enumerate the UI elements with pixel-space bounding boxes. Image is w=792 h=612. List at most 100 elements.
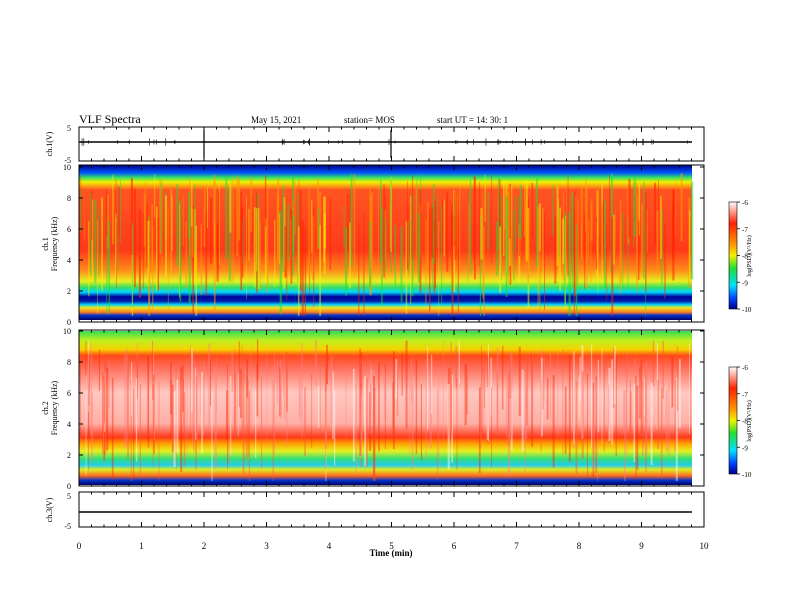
spectrogram-streak [277,178,280,259]
spectrogram-streak [467,226,469,283]
spectrogram-streak [674,181,676,238]
spectrogram-streak [176,379,179,454]
ch1-ytick-top: 5 [67,124,71,133]
ch1-voltage-panel: 5 -5 ch.1(V) [45,124,705,165]
spectrogram-streak [325,392,327,481]
spectrogram-streak [355,383,358,475]
spectrogram-streak [112,189,114,239]
spectrogram-streak [312,216,315,281]
spectrogram-streak [191,180,193,227]
spectrogram-streak [201,371,203,454]
spectrogram-streak [385,218,387,273]
spectrogram-streak [543,356,545,403]
spectrogram-streak [456,377,458,470]
spectrogram-streak [690,356,692,444]
spectrogram-streak [154,173,156,218]
spectrogram-streak [225,176,228,260]
spectrogram-streak [566,183,568,263]
spectrogram-streak [347,194,349,251]
spectrogram-streak [225,390,228,441]
spectrogram-streak [246,358,248,398]
ch1-ytick-bottom: -5 [64,156,71,165]
spectrogram-streak [447,368,450,435]
spectrogram-streak [282,185,285,272]
spectrogram-streak [419,189,422,294]
ch2-colorbar-gradient [728,366,738,475]
spectrogram-streak [350,173,353,268]
spectrogram-streak [369,362,373,434]
spectrogram-streak [544,213,545,310]
spectrogram-streak [319,355,321,442]
ch2-spectrogram-y-ticks: 0 2 4 6 8 10 [63,327,704,491]
spectrogram-streak [146,202,148,268]
spectrogram-streak [311,374,313,448]
spectrogram-streak [425,359,427,461]
spectrogram-streak [573,386,575,449]
spectrogram-streak [479,215,481,316]
spectrogram-streak [433,184,435,265]
spectrogram-streak [194,359,195,454]
spectrogram-streak [473,176,475,260]
spectrogram-streak [255,207,258,272]
spectrogram-streak [229,184,232,233]
spectrogram-streak [451,214,454,316]
spectrogram-streak [85,341,87,390]
spectrogram-streak [671,356,674,408]
spectrogram-streak [509,357,511,399]
x-tick-label: 7 [514,541,519,551]
spectrogram-streak [415,360,418,454]
spectrogram-streak [299,190,302,292]
spectrogram-streak [451,203,453,247]
spectrogram-streak [668,381,670,456]
spectrogram-streak [635,375,637,481]
spectrogram-streak [104,358,107,456]
spectrogram-streak [480,207,483,260]
spectrogram-streak [497,177,499,251]
spectrogram-streak [601,347,603,444]
spectrogram-streak [171,195,173,251]
spectrogram-streak [272,380,274,481]
spectrogram-streak [363,213,365,316]
spectrogram-streak [199,361,201,415]
spectrogram-streak [80,359,81,436]
spectrogram-streak [191,208,194,258]
spectrogram-streak [454,199,456,241]
spectrogram-streak [611,216,614,316]
spectrogram-streak [378,185,379,276]
spectrogram-streak [579,356,581,401]
spectrogram-streak [626,353,628,429]
spectrogram-streak [359,358,361,411]
spectrogram-streak [125,348,128,447]
spectrogram-streak [103,371,106,440]
ch3-ytick-bottom: -5 [64,522,71,531]
spectrogram-streak [505,196,508,298]
spectrogram-streak [144,182,146,262]
spectrogram-streak [645,361,648,455]
spectrogram-streak [678,359,681,429]
spectrogram-streak [437,195,438,248]
spectrogram-streak [564,386,567,455]
ch1-spectrogram-texture [80,173,694,316]
spectrogram-streak [624,389,626,481]
spectrogram-streak [629,391,632,443]
spectrogram-streak [646,209,648,253]
x-tick-label: 2 [202,541,207,551]
spectrogram-streak [102,372,103,454]
ch1-voltage-spikes [81,130,688,158]
spectrogram-streak [518,195,521,237]
spectrogram-streak [245,196,247,300]
spectrogram-streak [301,220,304,316]
spectrogram-streak [531,353,534,447]
spectrogram-streak [584,214,586,290]
spectrogram-streak [536,178,538,268]
x-tick-label: 0 [77,541,82,551]
spectrogram-streak [540,358,543,437]
spectrogram-streak [510,351,513,438]
ch1-colorbar-ticks: -6 -7 -8 -9 -10 [737,199,752,314]
spectrogram-streak [373,388,376,481]
spectrogram-streak [412,175,414,259]
spectrogram-streak [559,207,561,291]
ch1-colorbar: -6 -7 -8 -9 -10 log(PSD)(V²/Hz) [728,199,753,314]
spectrogram-streak [431,354,433,415]
spectrogram-streak [364,376,367,466]
